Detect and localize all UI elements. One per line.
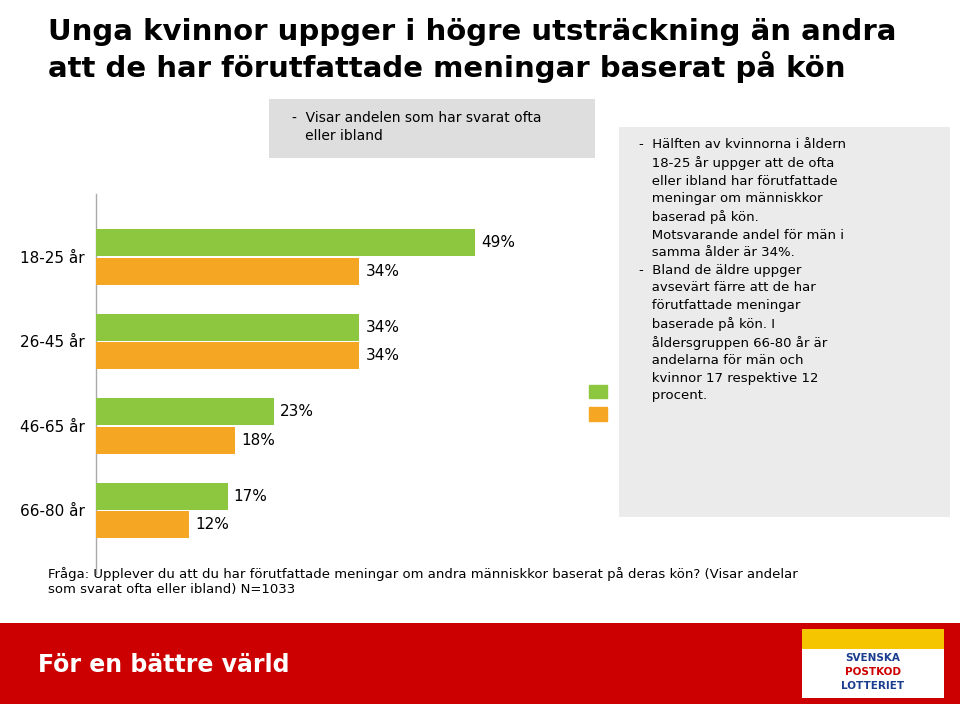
- Text: SVENSKA: SVENSKA: [845, 653, 900, 663]
- Text: 17%: 17%: [234, 489, 268, 503]
- Text: Unga kvinnor uppger i högre utsträckning än andra
att de har förutfattade mening: Unga kvinnor uppger i högre utsträckning…: [48, 18, 897, 83]
- Bar: [96, 427, 235, 454]
- Bar: [96, 482, 228, 510]
- Bar: [96, 511, 189, 539]
- Text: 34%: 34%: [366, 320, 399, 334]
- Text: -  Visar andelen som har svarat ofta
   eller ibland: - Visar andelen som har svarat ofta elle…: [292, 111, 541, 143]
- Text: 34%: 34%: [366, 348, 399, 363]
- Text: 18%: 18%: [242, 433, 276, 448]
- Bar: [96, 342, 359, 370]
- Text: -  Hälften av kvinnorna i åldern
   18-25 år uppger att de ofta
   eller ibland : - Hälften av kvinnorna i åldern 18-25 år…: [639, 139, 846, 402]
- Text: 12%: 12%: [195, 517, 229, 532]
- FancyBboxPatch shape: [802, 629, 944, 648]
- Text: Fråga: Upplever du att du har förutfattade meningar om andra människkor baserat : Fråga: Upplever du att du har förutfatta…: [48, 567, 798, 596]
- Text: POSTKOD: POSTKOD: [845, 667, 900, 677]
- Text: 49%: 49%: [482, 235, 516, 250]
- Bar: [96, 258, 359, 285]
- Text: För en bättre värld: För en bättre värld: [38, 653, 290, 677]
- Text: 23%: 23%: [280, 404, 314, 419]
- Bar: [96, 229, 475, 256]
- Bar: [96, 313, 359, 341]
- Legend: Kvinnor, Män: Kvinnor, Män: [589, 384, 674, 422]
- Text: LOTTERIET: LOTTERIET: [841, 681, 904, 691]
- Bar: [96, 398, 274, 425]
- Text: 34%: 34%: [366, 264, 399, 279]
